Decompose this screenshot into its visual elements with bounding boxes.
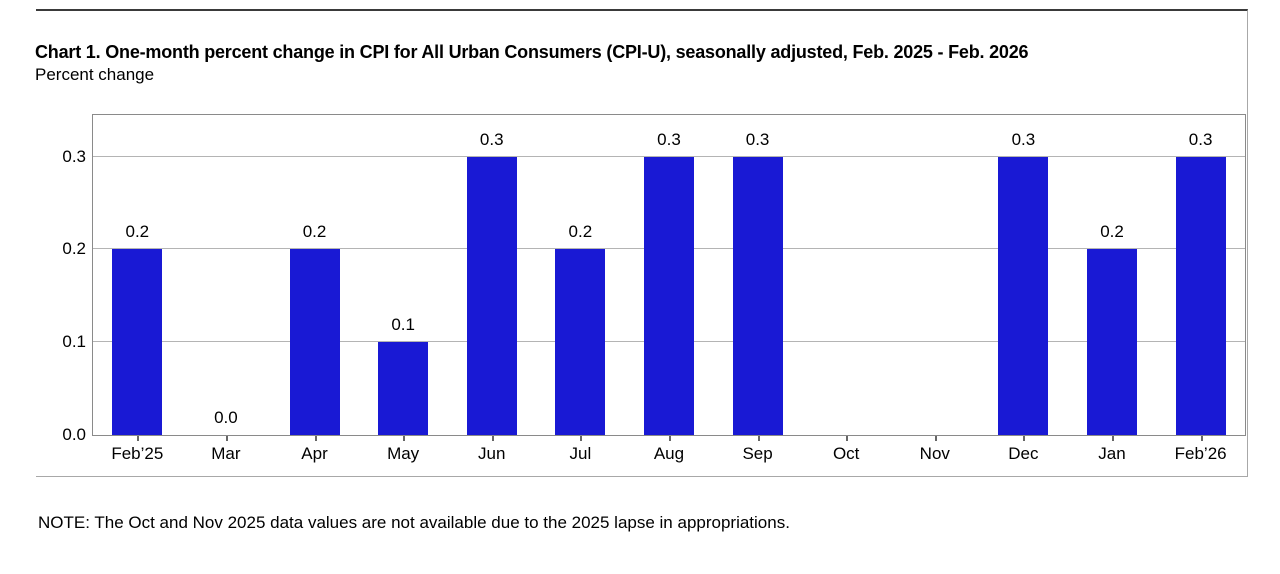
category-slot-Jan: 0.2 Jan bbox=[1068, 115, 1157, 463]
gridline-0.3 bbox=[93, 156, 1245, 157]
y-axis-label-0.1: 0.1 bbox=[62, 332, 86, 351]
x-axis-tick bbox=[314, 436, 317, 441]
x-axis-tick bbox=[137, 436, 140, 441]
category-slot-Feb25: 0.2 Feb’25 bbox=[93, 115, 182, 463]
category-slot-Mar: 0.0 Mar bbox=[182, 115, 271, 463]
x-axis-tick bbox=[580, 436, 583, 441]
value-label: 0.3 bbox=[745, 130, 770, 149]
x-axis-label: Oct bbox=[832, 444, 860, 463]
bar-May bbox=[378, 342, 429, 435]
plot-area: 0.2 Feb’25 0.0 Mar 0.2 Apr 0.1 May 0.3 Jun 0.2 Jul 0… bbox=[92, 114, 1246, 463]
x-axis-label: Jan bbox=[1098, 444, 1126, 463]
chart-subtitle: Percent change bbox=[35, 65, 155, 84]
value-label: 0.3 bbox=[479, 130, 504, 149]
x-axis-label: May bbox=[387, 444, 420, 463]
category-slot-Dec: 0.3 Dec bbox=[979, 115, 1068, 463]
category-slot-Jul: 0.2 Jul bbox=[536, 115, 625, 463]
bar-Apr bbox=[289, 249, 340, 435]
bar-Jul bbox=[555, 249, 606, 435]
x-axis-tick bbox=[668, 436, 671, 441]
bar-Feb25 bbox=[112, 249, 163, 435]
value-label: 0.2 bbox=[568, 222, 593, 241]
category-slot-Apr: 0.2 Apr bbox=[270, 115, 359, 463]
x-axis-tick bbox=[757, 436, 760, 441]
category-slot-Aug: 0.3 Aug bbox=[625, 115, 714, 463]
value-label: 0.2 bbox=[302, 222, 327, 241]
bar-Dec bbox=[998, 157, 1049, 435]
bar-Feb26 bbox=[1175, 157, 1226, 435]
category-slot-Feb26: 0.3 Feb’26 bbox=[1156, 115, 1245, 463]
value-label: 0.2 bbox=[125, 222, 150, 241]
value-label: 0.2 bbox=[1100, 222, 1124, 241]
value-label: 0.3 bbox=[1011, 130, 1036, 149]
category-slot-Nov: Nov bbox=[890, 115, 979, 463]
chart-note: NOTE: The Oct and Nov 2025 data values a… bbox=[38, 513, 790, 532]
value-label: 0.3 bbox=[1188, 130, 1213, 149]
x-axis-label: Mar bbox=[211, 444, 241, 463]
x-axis-tick bbox=[225, 436, 228, 441]
bar-slots: 0.2 Feb’25 0.0 Mar 0.2 Apr 0.1 May 0.3 Jun 0.2 Jul 0… bbox=[93, 115, 1245, 463]
x-axis-tick bbox=[491, 436, 494, 441]
x-axis-tick bbox=[403, 436, 406, 441]
y-axis-label-0.0: 0.0 bbox=[62, 425, 86, 444]
category-slot-Jun: 0.3 Jun bbox=[447, 115, 536, 463]
x-axis-label: Sep bbox=[742, 444, 773, 463]
x-axis-tick bbox=[1200, 436, 1203, 441]
bar-Jun bbox=[466, 157, 517, 435]
x-axis-label: Apr bbox=[301, 444, 328, 463]
x-axis-tick bbox=[1023, 436, 1026, 441]
value-label: 0.3 bbox=[657, 130, 681, 149]
x-axis-tick bbox=[846, 436, 849, 441]
category-slot-May: 0.1 May bbox=[359, 115, 448, 463]
x-axis-label: Feb’25 bbox=[111, 444, 164, 463]
x-axis-tick bbox=[1112, 436, 1114, 441]
y-axis-label-0.3: 0.3 bbox=[62, 147, 86, 166]
value-label: 0.1 bbox=[391, 315, 415, 334]
value-label: 0.0 bbox=[214, 408, 238, 427]
bar-Aug bbox=[643, 157, 694, 435]
bar-Jan bbox=[1087, 249, 1137, 435]
x-axis-label: Jun bbox=[478, 444, 506, 463]
x-axis-tick bbox=[934, 436, 937, 441]
x-axis-label: Dec bbox=[1008, 444, 1039, 463]
chart-title: Chart 1. One-month percent change in CPI… bbox=[35, 42, 1029, 62]
x-axis-label: Jul bbox=[569, 444, 592, 463]
x-axis-label: Feb’26 bbox=[1174, 444, 1227, 463]
x-axis-label: Nov bbox=[919, 444, 950, 463]
bar-Sep bbox=[732, 157, 783, 435]
x-axis-label: Aug bbox=[653, 444, 685, 463]
category-slot-Oct: Oct bbox=[802, 115, 891, 463]
y-axis-label-0.2: 0.2 bbox=[62, 239, 86, 258]
category-slot-Sep: 0.3 Sep bbox=[713, 115, 802, 463]
